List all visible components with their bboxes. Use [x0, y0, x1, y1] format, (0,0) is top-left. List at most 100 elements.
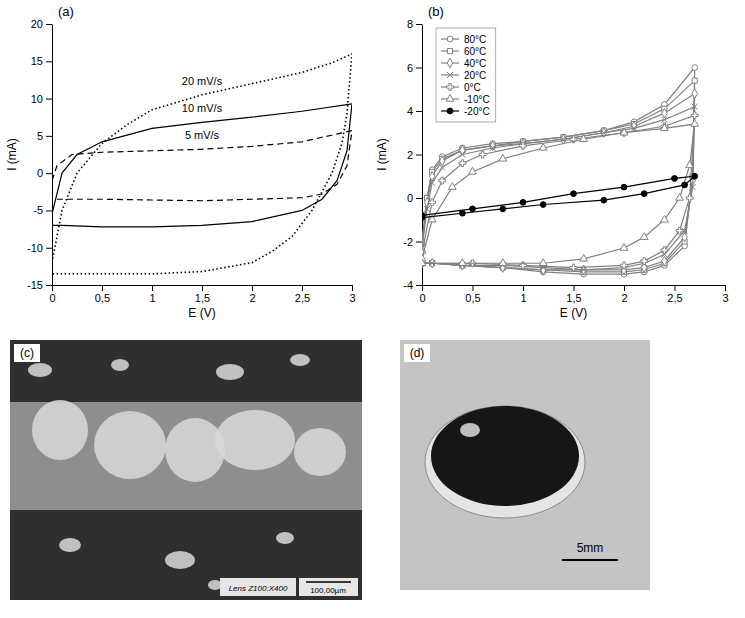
- scale-bar: [306, 581, 351, 583]
- lens-caption: Lens Z100:X400: [229, 584, 288, 593]
- series-marker: [571, 191, 577, 197]
- series-marker: [676, 194, 684, 201]
- y-tick: -15: [27, 279, 52, 291]
- series-line: [422, 107, 695, 270]
- series-marker: [676, 227, 683, 234]
- x-tick-mark: [473, 285, 474, 291]
- micrograph-particle: [28, 363, 52, 377]
- series-marker: [540, 202, 546, 208]
- series-marker: [620, 244, 628, 251]
- series-marker: [422, 215, 425, 221]
- series-marker: [692, 104, 698, 110]
- panel-letter: (b): [428, 4, 444, 19]
- y-tick-label: -4: [403, 279, 413, 291]
- plot-area: [422, 65, 699, 277]
- y-tick-label: -2: [403, 236, 413, 248]
- series-marker: [460, 210, 466, 216]
- legend-label: 0°C: [464, 82, 481, 93]
- series-line: [422, 124, 695, 263]
- legend-label: -20°C: [464, 106, 490, 117]
- x-tick-label: 2: [621, 292, 627, 304]
- y-tick-label: 10: [31, 93, 43, 105]
- series-marker: [479, 151, 486, 158]
- y-tick-label: 15: [31, 55, 43, 67]
- x-tick: 2,5: [667, 285, 682, 304]
- x-tick-label: 1: [520, 292, 526, 304]
- series-marker: [672, 176, 678, 182]
- cell-rim: [425, 406, 585, 518]
- y-tick: 0: [407, 192, 422, 204]
- y-tick-mark: [46, 136, 52, 137]
- x-tick: 2,5: [295, 285, 310, 304]
- legend-marker: [447, 48, 452, 53]
- image-panel: (d)5mm: [400, 340, 650, 590]
- x-tick-mark: [725, 285, 726, 291]
- series-marker: [499, 154, 507, 161]
- cell-body: [431, 406, 579, 506]
- series-marker: [580, 254, 588, 261]
- series-marker: [439, 156, 444, 165]
- y-tick-label: -5: [33, 204, 43, 216]
- legend-marker: [446, 95, 454, 102]
- y-tick-mark: [416, 111, 422, 112]
- y-tick-mark: [46, 99, 52, 100]
- x-tick: 1: [149, 285, 155, 304]
- series-marker: [692, 78, 697, 83]
- x-tick: 3: [722, 285, 728, 304]
- series-line: [422, 176, 695, 217]
- x-tick-mark: [202, 285, 203, 291]
- series-marker: [661, 124, 669, 131]
- series-marker: [520, 199, 526, 205]
- x-tick-label: 0: [49, 292, 55, 304]
- micrograph-particle: [215, 410, 295, 470]
- y-tick-mark: [416, 285, 422, 286]
- series-marker: [490, 141, 495, 150]
- series-marker: [621, 262, 628, 269]
- x-axis-title: E (V): [560, 306, 587, 320]
- micrograph-particle: [59, 538, 81, 552]
- series-line: [422, 115, 695, 267]
- series-marker: [631, 121, 636, 130]
- series-marker: [490, 145, 496, 151]
- y-tick-label: 8: [407, 18, 413, 30]
- cell-spot: [460, 423, 480, 437]
- series-marker: [500, 206, 506, 212]
- legend-marker: [447, 108, 453, 114]
- y-tick: 10: [31, 93, 52, 105]
- series-marker: [424, 206, 430, 212]
- series-marker: [620, 128, 628, 135]
- y-tick-label: 6: [407, 62, 413, 74]
- x-tick-label: 3: [349, 292, 355, 304]
- legend-frame: [436, 28, 496, 122]
- series-line: [52, 104, 352, 227]
- y-tick-mark: [416, 198, 422, 199]
- y-axis-line: [52, 25, 53, 286]
- scale-bar: [562, 559, 618, 561]
- series-marker: [686, 195, 693, 202]
- series-marker: [692, 173, 698, 179]
- series-marker: [439, 177, 446, 184]
- y-tick-label: 5: [37, 130, 43, 142]
- x-tick-mark: [152, 285, 153, 291]
- series-marker: [692, 89, 697, 98]
- y-tick: 15: [31, 55, 52, 67]
- legend-label: 40°C: [464, 58, 486, 69]
- x-tick-mark: [675, 285, 676, 291]
- series-marker: [682, 232, 687, 241]
- y-tick-mark: [46, 24, 52, 25]
- x-tick: 0,5: [95, 285, 110, 304]
- series-marker: [439, 164, 445, 170]
- series-label: 5 mV/s: [185, 129, 220, 141]
- legend-marker: [447, 84, 454, 91]
- series-marker: [661, 123, 668, 130]
- y-tick-mark: [46, 173, 52, 174]
- series-marker: [641, 191, 647, 197]
- x-axis: 00,511,522,53: [419, 285, 728, 304]
- series-marker: [539, 259, 547, 266]
- micrograph-particle: [208, 580, 222, 590]
- series-line: [52, 54, 352, 274]
- y-tick: 20: [31, 18, 52, 30]
- y-tick-label: -15: [27, 279, 43, 291]
- x-tick: 0,5: [465, 285, 480, 304]
- micrograph-particle: [165, 551, 195, 569]
